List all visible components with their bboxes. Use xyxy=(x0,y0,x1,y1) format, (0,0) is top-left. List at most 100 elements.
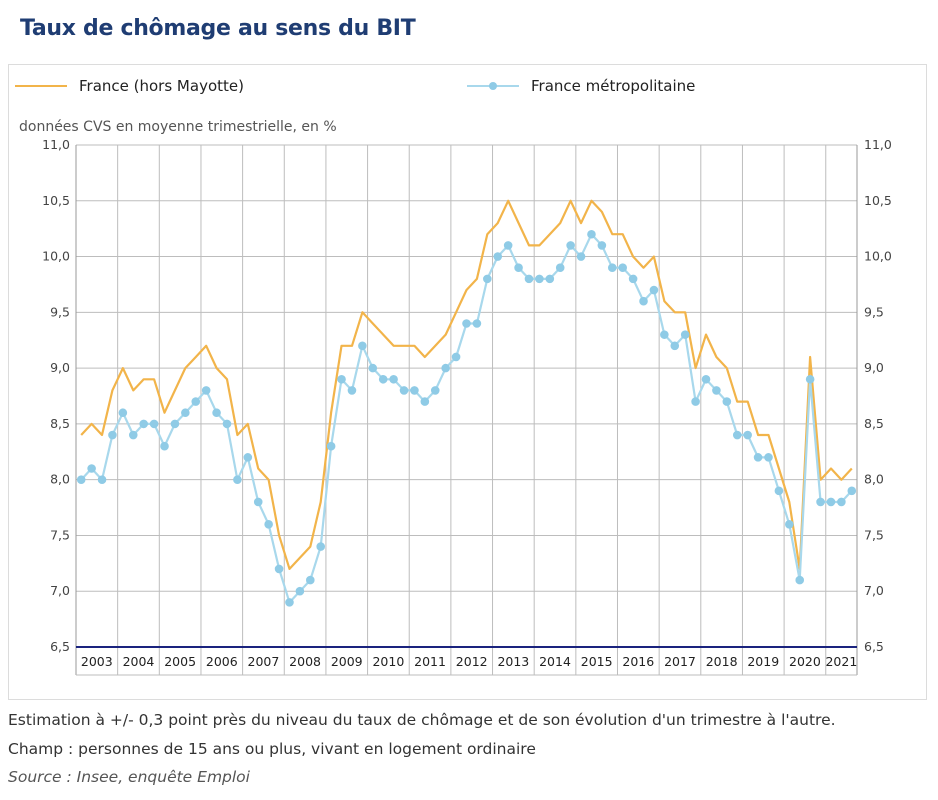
data-point-metropolitaine xyxy=(785,519,794,529)
data-point-metropolitaine xyxy=(670,341,680,351)
x-tick-label: 2012 xyxy=(456,654,488,669)
data-point-metropolitaine xyxy=(712,386,721,395)
y-tick-label-right: 8,5 xyxy=(864,416,884,431)
y-tick-label-right: 6,5 xyxy=(864,639,884,654)
y-tick-label-right: 10,5 xyxy=(864,193,892,208)
data-point-metropolitaine xyxy=(639,296,648,306)
data-point-metropolitaine xyxy=(212,408,221,418)
data-point-metropolitaine xyxy=(420,397,430,406)
y-tick-label-right: 11,0 xyxy=(864,137,892,152)
page-title: Taux de chômage au sens du BIT xyxy=(20,16,416,41)
data-point-metropolitaine xyxy=(743,430,752,440)
data-point-metropolitaine xyxy=(160,441,169,451)
data-point-metropolitaine xyxy=(732,430,742,440)
x-tick-label: 2009 xyxy=(331,654,363,669)
x-tick-label: 2016 xyxy=(622,654,654,669)
data-point-metropolitaine xyxy=(128,430,138,440)
x-tick-label: 2017 xyxy=(664,654,696,669)
y-tick-label-left: 11,0 xyxy=(42,137,70,152)
y-tick-label-left: 7,5 xyxy=(50,527,70,542)
y-tick-label-left: 10,5 xyxy=(42,193,70,208)
data-point-metropolitaine xyxy=(264,519,273,529)
data-point-metropolitaine xyxy=(722,397,732,406)
data-point-metropolitaine xyxy=(597,241,607,250)
y-tick-label-right: 9,0 xyxy=(864,360,884,375)
x-tick-label: 2021 xyxy=(825,654,857,669)
data-point-metropolitaine xyxy=(451,352,461,362)
line-chart: 6,5 6,5 7,0 7,0 7,5 7,5 8,0 8,0 8,5 8,5 9,0 9,0 9,5 9… xyxy=(42,137,892,676)
y-tick-label-left: 10,0 xyxy=(42,249,70,264)
data-point-metropolitaine xyxy=(87,464,96,473)
data-point-metropolitaine xyxy=(201,386,211,395)
legend-metro[interactable]: France métropolitaine xyxy=(467,77,695,95)
series-line-france xyxy=(80,199,853,570)
x-tick-label: 2005 xyxy=(164,654,196,669)
x-tick-label: 2004 xyxy=(123,654,155,669)
data-point-metropolitaine xyxy=(660,330,669,339)
data-point-metropolitaine xyxy=(566,241,575,250)
legend-france-label: France (hors Mayotte) xyxy=(79,77,244,95)
data-point-metropolitaine xyxy=(805,374,815,384)
units-note: données CVS en moyenne trimestrielle, en… xyxy=(19,119,337,135)
data-point-metropolitaine xyxy=(680,330,690,339)
data-point-metropolitaine xyxy=(191,397,201,406)
data-point-metropolitaine xyxy=(483,274,492,284)
y-tick-label-right: 7,0 xyxy=(864,583,884,598)
data-point-metropolitaine xyxy=(430,386,440,395)
data-point-metropolitaine xyxy=(222,419,232,429)
data-point-metropolitaine xyxy=(170,419,180,429)
data-point-metropolitaine xyxy=(503,241,513,250)
data-point-metropolitaine xyxy=(753,453,763,462)
y-tick-label-right: 10,0 xyxy=(864,249,892,264)
y-tick-label-left: 8,0 xyxy=(50,472,70,487)
data-point-metropolitaine xyxy=(618,263,628,273)
data-point-metropolitaine xyxy=(139,419,148,429)
footnote-estimation: Estimation à +/- 0,3 point près du nivea… xyxy=(8,711,836,729)
data-point-metropolitaine xyxy=(628,274,638,284)
x-tick-label: 2008 xyxy=(289,654,321,669)
data-point-metropolitaine xyxy=(535,274,544,284)
x-tick-label: 2003 xyxy=(81,654,113,669)
x-tick-label: 2007 xyxy=(248,654,280,669)
data-point-metropolitaine xyxy=(514,263,523,273)
data-point-metropolitaine xyxy=(826,497,836,507)
data-point-metropolitaine xyxy=(816,497,825,507)
data-point-metropolitaine xyxy=(441,363,450,373)
data-point-metropolitaine xyxy=(795,575,805,585)
data-point-metropolitaine xyxy=(285,598,294,607)
data-point-metropolitaine xyxy=(555,263,565,273)
y-tick-label-left: 9,0 xyxy=(50,360,70,375)
x-tick-label: 2018 xyxy=(706,654,738,669)
y-tick-label-right: 9,5 xyxy=(864,304,884,319)
data-point-metropolitaine xyxy=(774,486,784,496)
data-point-metropolitaine xyxy=(764,453,773,462)
data-point-metropolitaine xyxy=(462,319,471,328)
chart-panel: France (hors Mayotte) France métropolita… xyxy=(8,64,927,700)
data-point-metropolitaine xyxy=(118,408,128,418)
legend-metro-swatch xyxy=(467,78,519,94)
data-point-metropolitaine xyxy=(587,229,596,239)
data-point-metropolitaine xyxy=(316,542,326,551)
data-point-metropolitaine xyxy=(295,586,305,596)
data-point-metropolitaine xyxy=(847,486,857,496)
x-tick-label: 2014 xyxy=(539,654,571,669)
data-point-metropolitaine xyxy=(837,497,846,507)
x-tick-label: 2006 xyxy=(206,654,238,669)
x-tick-label: 2013 xyxy=(497,654,529,669)
legend-metro-label: France métropolitaine xyxy=(531,77,696,95)
data-point-metropolitaine xyxy=(149,419,159,429)
data-point-metropolitaine xyxy=(368,363,378,373)
data-point-metropolitaine xyxy=(410,386,419,395)
legend-france[interactable]: France (hors Mayotte) xyxy=(15,77,244,95)
data-point-metropolitaine xyxy=(545,274,555,284)
data-point-metropolitaine xyxy=(472,319,482,328)
data-point-metropolitaine xyxy=(108,430,117,440)
legend-france-swatch xyxy=(15,78,67,94)
data-point-metropolitaine xyxy=(97,475,107,484)
x-tick-label: 2019 xyxy=(747,654,779,669)
y-tick-label-right: 8,0 xyxy=(864,472,884,487)
data-point-metropolitaine xyxy=(274,564,284,574)
data-point-metropolitaine xyxy=(233,475,242,484)
x-tick-label: 2015 xyxy=(581,654,613,669)
data-point-metropolitaine xyxy=(306,575,315,585)
